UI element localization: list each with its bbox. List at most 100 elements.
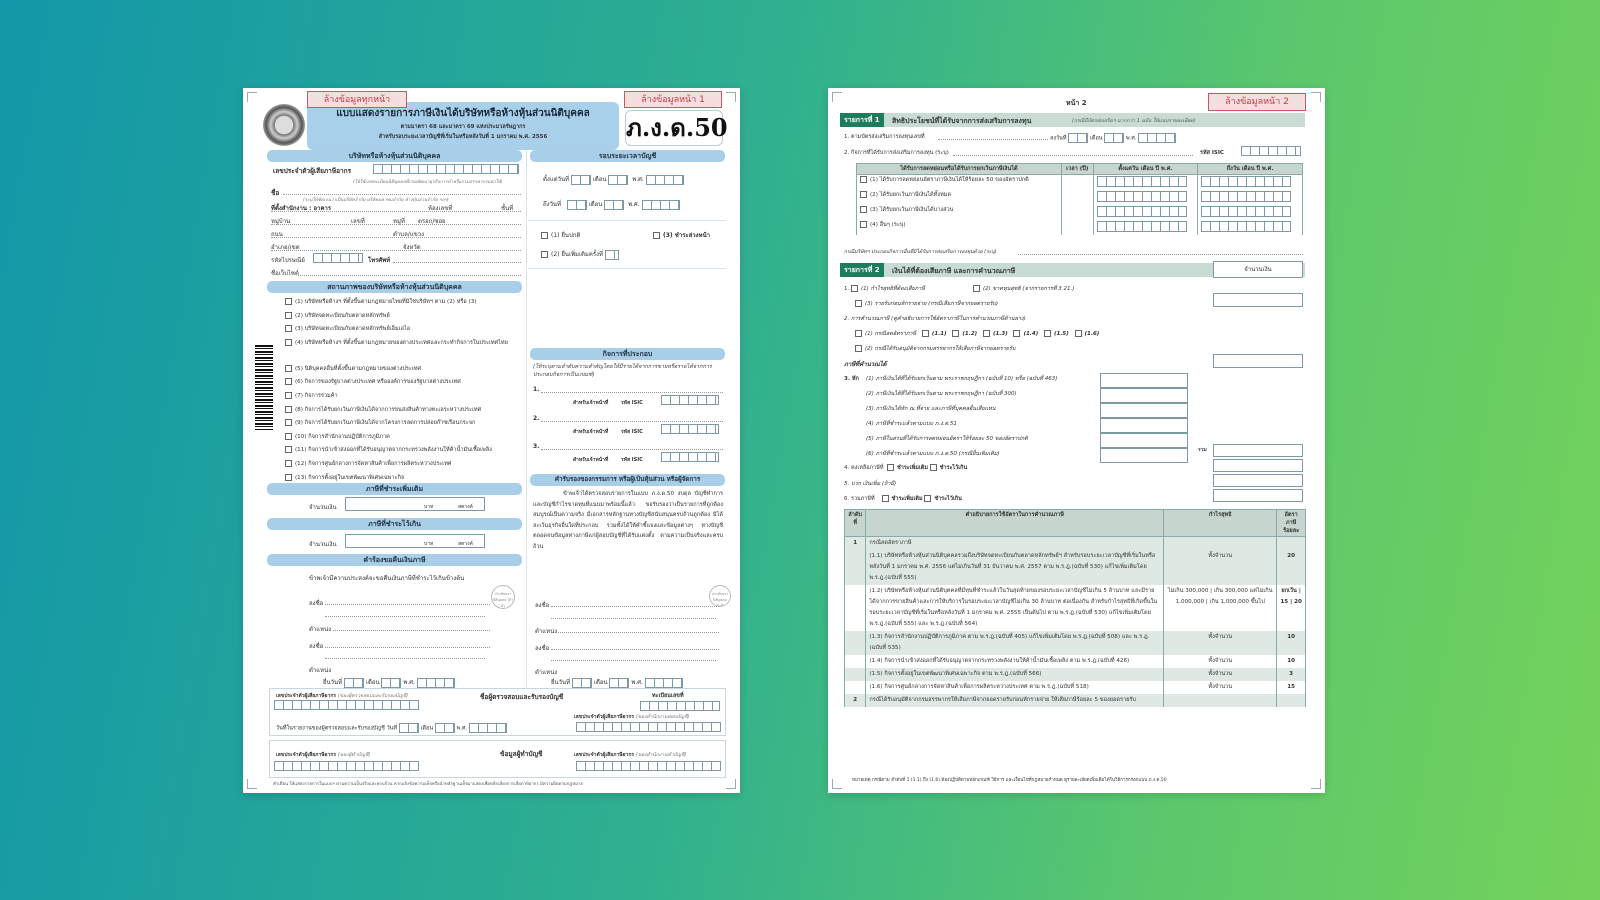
cert-year-input[interactable] [1138,133,1177,143]
cert-month-input[interactable] [1104,133,1125,143]
tax-id-input[interactable] [373,164,519,174]
overpaid-tax-amount-input[interactable]: บาท สตางค์ [345,534,485,548]
promoted-business-input[interactable] [953,155,1193,156]
from-day-input[interactable] [570,174,591,185]
benefit-checkbox[interactable] [860,205,867,213]
isic-input[interactable] [661,452,719,462]
rate-option-checkbox[interactable] [982,330,990,337]
rate-option-checkbox[interactable] [1044,330,1051,337]
clear-page-2-button[interactable]: ล้างข้อมูลหน้า 2 [1208,93,1306,111]
website-input[interactable] [298,275,521,276]
business-input[interactable] [541,449,723,450]
deduction-amount-input[interactable] [1100,373,1188,388]
start-date-input[interactable] [1092,219,1199,235]
end-date-input[interactable] [1197,189,1303,205]
start-date-input[interactable] [1092,189,1199,205]
clear-page-1-button[interactable]: ล้างข้อมูลหน้า 1 [624,91,722,108]
year-input[interactable] [644,677,683,688]
promotion-cert-input[interactable] [938,139,1048,140]
additional-tax-amount-input[interactable]: บาท สตางค์ [345,497,485,511]
isic-input[interactable] [661,395,719,405]
address-input[interactable] [271,224,521,225]
status-checkbox[interactable] [285,459,292,467]
date-boxes[interactable] [1096,176,1187,187]
computed-tax-input[interactable] [1213,354,1303,368]
cert-signature-input[interactable] [551,606,719,607]
start-date-input[interactable] [1092,204,1199,220]
report-day-input[interactable] [398,723,419,733]
benefit-checkbox[interactable] [860,190,867,198]
report-year-input[interactable] [468,723,507,733]
years-input[interactable] [1061,219,1094,235]
years-input[interactable] [1061,174,1094,190]
road-input[interactable] [271,237,521,238]
cert-name-input[interactable] [551,618,716,619]
year-input[interactable] [416,677,455,688]
from-month-input[interactable] [608,174,629,185]
status-checkbox[interactable] [285,473,292,481]
approved-revenue-checkbox[interactable] [855,345,862,352]
date-boxes[interactable] [1096,205,1187,217]
status-checkbox[interactable] [285,446,292,454]
item1-amount-input[interactable] [1213,293,1303,307]
start-date-input[interactable] [1092,174,1199,190]
date-boxes[interactable] [1201,205,1292,217]
status-checkbox[interactable] [285,378,292,386]
audit-office-tax-id-input[interactable] [576,722,721,732]
rate-option-checkbox[interactable] [921,330,929,337]
report-month-input[interactable] [434,723,455,733]
status-checkbox[interactable] [285,338,292,346]
benefit-checkbox[interactable] [860,176,867,183]
date-boxes[interactable] [1096,220,1187,232]
refund-name-2-input[interactable] [325,658,485,659]
end-date-input[interactable] [1197,219,1303,235]
cert-signature-2-input[interactable] [551,649,719,650]
clear-all-pages-button[interactable]: ล้างข้อมูลทุกหน้า [307,91,407,108]
deduction-amount-input[interactable] [1100,418,1188,433]
deduction-amount-input[interactable] [1100,388,1188,403]
business-input[interactable] [541,392,723,393]
years-input[interactable] [1061,204,1094,220]
refund-position-input[interactable] [333,630,490,631]
date-boxes[interactable] [1201,176,1292,187]
total-overpaid-checkbox[interactable] [924,495,932,502]
month-input[interactable] [381,677,402,688]
date-boxes[interactable] [1201,190,1292,202]
auditor-tax-id-input[interactable] [274,700,419,710]
end-date-input[interactable] [1197,204,1303,220]
district-input[interactable] [271,250,521,251]
status-checkbox[interactable] [285,298,292,305]
rate-option-checkbox[interactable] [1013,330,1021,337]
cert-day-input[interactable] [1068,133,1089,143]
bookkeeping-office-tax-id-input[interactable] [576,761,721,771]
status-checkbox[interactable] [285,325,292,333]
to-year-input[interactable] [641,199,680,210]
remaining-overpaid-checkbox[interactable] [929,464,937,471]
isic-input[interactable] [1241,146,1301,156]
additional-count-input[interactable] [604,249,619,260]
from-year-input[interactable] [645,174,684,185]
rate-option-checkbox[interactable] [952,330,960,337]
status-checkbox[interactable] [285,311,292,319]
years-input[interactable] [1061,189,1094,205]
isic-input[interactable] [661,423,719,434]
day-input[interactable] [571,677,592,688]
refund-name-input[interactable] [325,616,485,617]
deduction-amount-input[interactable] [1100,448,1188,463]
day-input[interactable] [343,677,364,688]
month-input[interactable] [609,677,630,688]
phone-input[interactable] [393,262,521,263]
benefit-checkbox[interactable] [860,220,867,228]
postcode-input[interactable] [313,253,363,263]
office-input[interactable] [271,211,521,212]
status-checkbox[interactable] [285,432,292,440]
status-checkbox[interactable] [285,405,292,413]
remaining-tax-input[interactable] [1213,459,1303,472]
total-pay-more-checkbox[interactable] [881,495,889,502]
status-checkbox[interactable] [285,364,292,372]
status-checkbox[interactable] [285,391,292,399]
date-boxes[interactable] [1201,220,1292,232]
deduction-amount-input[interactable] [1100,433,1188,448]
refund-signature-2-input[interactable] [325,647,490,648]
bookkeeper-tax-id-input[interactable] [274,761,419,771]
